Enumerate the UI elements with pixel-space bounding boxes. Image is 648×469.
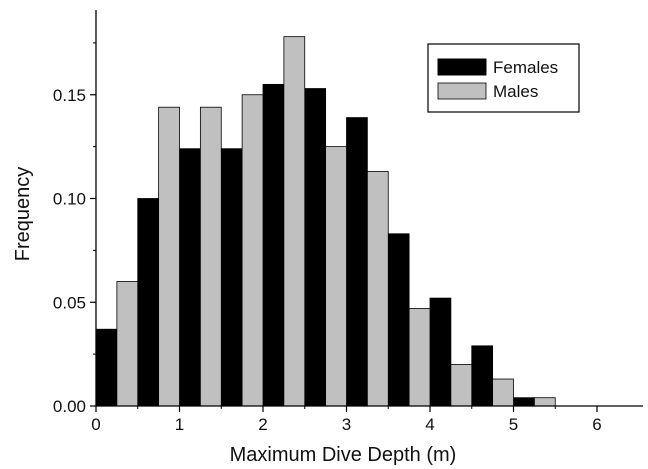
bar-males-2 [199, 106, 222, 407]
x-tick-label: 1 [175, 415, 184, 434]
y-tick-label: 0.15 [53, 86, 86, 105]
bar-females-6 [346, 117, 368, 407]
bar-males-1 [158, 106, 180, 407]
x-tick-label: 0 [91, 415, 100, 434]
bar-females-4 [262, 83, 285, 407]
bar-males-0 [116, 281, 139, 407]
axes-layer [95, 10, 643, 407]
x-tick-label: 4 [425, 415, 434, 434]
bar-males-8 [450, 364, 473, 407]
bar-females-9 [471, 345, 494, 407]
bar-females-2 [179, 148, 201, 407]
bar-males-4 [283, 36, 306, 407]
x-ticks: 0 1 2 3 4 5 6 [91, 406, 602, 434]
bar-females-0 [95, 328, 118, 407]
bar-females-3 [220, 148, 243, 407]
legend-swatch-males [437, 82, 487, 100]
y-tick-label: 0.10 [53, 190, 86, 209]
bar-females-1 [137, 198, 160, 407]
bars-layer [95, 36, 556, 407]
y-axis-title: Frequency [12, 167, 34, 262]
y-ticks: 0.00 0.05 0.10 0.15 [53, 42, 96, 416]
x-tick-label: 3 [342, 415, 351, 434]
x-tick-label: 2 [258, 415, 267, 434]
bar-females-10 [513, 397, 535, 407]
legend-swatch-females [437, 58, 487, 76]
bar-males-5 [325, 146, 347, 407]
y-tick-label: 0.00 [53, 397, 86, 416]
legend-label-females: Females [493, 58, 558, 77]
x-tick-label: 6 [592, 415, 601, 434]
x-tick-label: 5 [509, 415, 518, 434]
bar-females-7 [387, 233, 410, 407]
legend-label-males: Males [493, 82, 538, 101]
y-tick-label: 0.05 [53, 293, 86, 312]
bar-males-6 [366, 171, 389, 407]
bar-males-10 [533, 397, 556, 407]
bar-males-3 [241, 94, 264, 407]
bar-males-7 [408, 308, 431, 407]
bar-females-8 [429, 297, 452, 407]
x-axis-title: Maximum Dive Depth (m) [230, 444, 457, 466]
bar-males-9 [492, 378, 514, 407]
legend: Females Males [427, 43, 580, 113]
legend-box [427, 43, 580, 113]
bar-females-5 [304, 88, 327, 407]
